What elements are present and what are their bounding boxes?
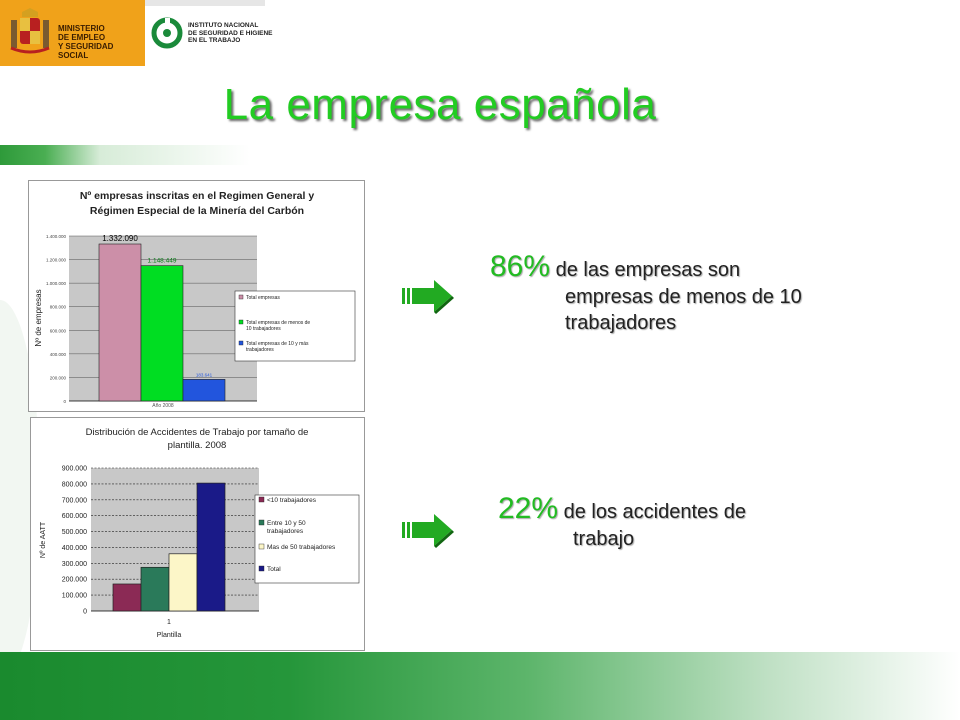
chart1-bar xyxy=(182,379,226,402)
insht-logo: INSTITUTO NACIONAL DE SEGURIDAD E HIGIEN… xyxy=(150,14,300,58)
chart1-ytick-label: 200.000 xyxy=(50,375,67,380)
callout-empresas-text2: empresas de menos de 10 xyxy=(565,286,802,308)
chart1-ytick-label: 800.000 xyxy=(50,305,67,310)
chart2-legend: <10 trabajadores Entre 10 y 50 trabajadore… xyxy=(254,494,360,584)
chart1-ylabel: Nº de empresas xyxy=(34,289,43,346)
callout-empresas: 86% de las empresas son empresas de meno… xyxy=(490,250,802,336)
chart-accidentes-panel: Distribución de Accidentes de Trabajo po… xyxy=(30,417,365,651)
chart2-bar xyxy=(196,482,226,612)
chart1-bar xyxy=(98,243,142,402)
chart1-legend-label: Total empresas de 10 y más trabajadores xyxy=(246,341,309,353)
chart1-ytick-label: 0 xyxy=(63,399,66,404)
ministerio-text: MINISTERIO DE EMPLEO Y SEGURIDAD SOCIAL xyxy=(58,24,114,60)
chart1-ytick-label: 1.000.000 xyxy=(46,281,67,286)
callout-accidentes-text1: de los accidentes de xyxy=(558,501,746,523)
chart-empresas-panel: Nº empresas inscritas en el Regimen Gene… xyxy=(28,180,365,412)
chart2-legend-label: <10 trabajadores xyxy=(267,497,317,504)
callout-empresas-percent: 86% xyxy=(490,250,551,283)
chart2-ytick-label: 500.000 xyxy=(62,529,87,536)
chart1-legend-swatch xyxy=(238,340,244,346)
chart1-data-label: 183.641 xyxy=(196,372,213,377)
chart1-data-label: 1.332.090 xyxy=(102,234,138,243)
bottom-band xyxy=(0,652,960,720)
chart-accidentes: Distribución de Accidentes de Trabajo po… xyxy=(40,427,360,639)
chart1-legend-swatch xyxy=(238,319,244,325)
slide-title: La empresa española xyxy=(223,80,657,129)
chart2-legend-swatch xyxy=(258,496,265,503)
chart2-legend-label: Mas de 50 trabajadores xyxy=(267,544,336,551)
chart2-ytick-label: 800.000 xyxy=(62,481,87,488)
chart2-legend-swatch xyxy=(258,519,265,526)
chart2-xlabel: Plantilla xyxy=(157,632,182,639)
chart1-ytick-label: 1.200.000 xyxy=(46,258,67,263)
chart1-subtitle: Régimen Especial de la Minería del Carbó… xyxy=(90,205,304,217)
chart1-category-label: Año 2008 xyxy=(152,403,174,409)
chart2-title: Distribución de Accidentes de Trabajo po… xyxy=(86,427,309,438)
chart1-legend: Total empresas Total empresas de menos de… xyxy=(234,290,356,362)
chart2-ylabel: Nº de AATT xyxy=(40,521,47,558)
chart1-title: Nº empresas inscritas en el Regimen Gene… xyxy=(80,190,315,202)
chart2-ytick-label: 700.000 xyxy=(62,497,87,504)
chart2-ytick-label: 100.000 xyxy=(62,593,87,600)
chart2-ytick-label: 200.000 xyxy=(62,577,87,584)
callout-empresas-text1: de las empresas son xyxy=(550,259,741,281)
chart2-legend-label: Entre 10 y 50 trabajadores xyxy=(267,520,306,535)
callout-empresas-text3: trabajadores xyxy=(565,312,677,334)
insht-ring-icon xyxy=(151,17,183,49)
chart2-bar xyxy=(112,583,142,612)
chart1-legend-swatch xyxy=(238,294,244,300)
callout-accidentes-percent: 22% xyxy=(498,492,559,525)
arrow-right-icon xyxy=(402,280,454,314)
green-band xyxy=(0,145,250,165)
chart-empresas: Nº empresas inscritas en el Regimen Gene… xyxy=(34,190,356,409)
chart1-ytick-label: 1.400.000 xyxy=(46,234,67,239)
chart2-category-label: 1 xyxy=(167,619,171,626)
coat-of-arms-icon xyxy=(10,8,50,54)
chart2-bar xyxy=(140,566,170,612)
callout-accidentes: 22% de los accidentes de trabajo xyxy=(498,492,746,552)
chart2-ytick-label: 300.000 xyxy=(62,561,87,568)
chart2-ytick-label: 900.000 xyxy=(62,466,87,473)
chart2-ytick-label: 600.000 xyxy=(62,513,87,520)
chart1-bar xyxy=(140,265,184,402)
ministerio-logo: MINISTERIO DE EMPLEO Y SEGURIDAD SOCIAL xyxy=(0,0,145,66)
chart2-ytick-label: 0 xyxy=(83,609,87,616)
chart2-bar xyxy=(168,553,198,612)
chart2-subtitle: plantilla. 2008 xyxy=(168,440,227,451)
chart1-data-label: 1.148.449 xyxy=(148,258,177,265)
chart1-legend-label: Total empresas xyxy=(246,295,280,301)
chart2-ytick-label: 400.000 xyxy=(62,545,87,552)
chart1-ytick-label: 600.000 xyxy=(50,328,67,333)
chart2-legend-swatch xyxy=(258,565,265,572)
callout-accidentes-text2: trabajo xyxy=(573,528,635,550)
chart2-legend-label: Total xyxy=(267,566,281,573)
header-strip xyxy=(145,0,265,6)
insht-text: INSTITUTO NACIONAL DE SEGURIDAD E HIGIEN… xyxy=(188,22,273,44)
chart1-legend-label: Total empresas de menos de 10 trabajadore… xyxy=(246,320,310,332)
chart1-ytick-label: 400.000 xyxy=(50,352,67,357)
arrow-right-icon xyxy=(402,514,454,548)
chart2-legend-swatch xyxy=(258,543,265,550)
